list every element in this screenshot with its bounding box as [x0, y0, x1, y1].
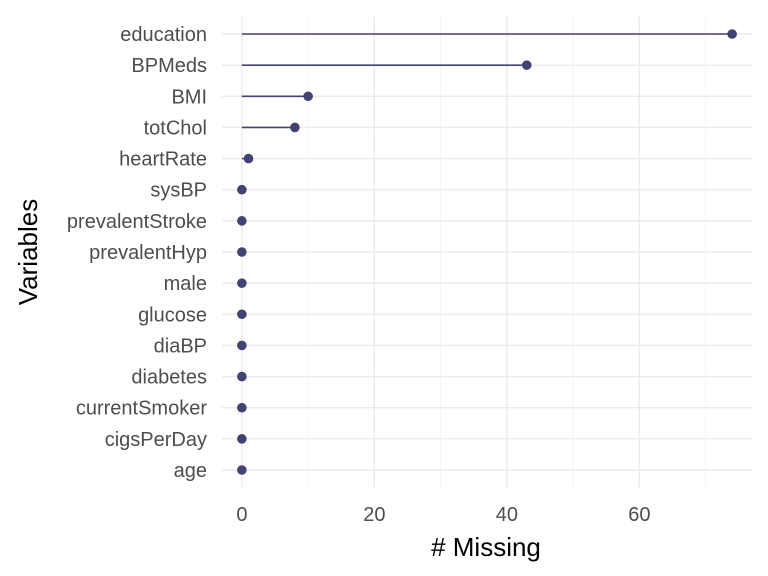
lollipop-point-heartRate [243, 153, 254, 164]
y-tick-label-diabetes: diabetes [131, 367, 207, 389]
lollipop-point-diabetes [237, 371, 247, 382]
x-tick-label-0: 0 [236, 504, 247, 526]
y-tick-label-totChol: totChol [144, 117, 207, 139]
y-tick-label-BMI: BMI [171, 86, 207, 108]
y-tick-label-BPMeds: BPMeds [131, 55, 207, 77]
y-tick-label-age: age [174, 460, 207, 482]
lollipop-point-BMI [303, 91, 313, 102]
lollipop-point-prevalentHyp [237, 247, 247, 257]
grid [222, 17, 752, 487]
y-axis-title: Variables [13, 199, 43, 305]
lollipop-point-male [237, 278, 247, 288]
y-tick-label-diaBP: diaBP [154, 335, 207, 357]
y-tick-label-glucose: glucose [138, 304, 207, 326]
lollipop-point-age [237, 465, 247, 475]
lollipop-point-BPMeds [521, 60, 532, 70]
y-tick-label-prevalentHyp: prevalentHyp [89, 242, 207, 264]
x-tick-label-60: 60 [628, 504, 650, 526]
x-tick-labels: 0 20 40 60 [236, 504, 650, 526]
lollipop-point-currentSmoker [237, 402, 247, 413]
y-tick-label-education: education [120, 24, 207, 46]
lollipop-point-prevalentStroke [237, 216, 247, 226]
y-tick-label-heartRate: heartRate [119, 149, 207, 171]
lollipop-marks [237, 29, 737, 475]
lollipop-point-glucose [237, 309, 247, 320]
y-tick-label-prevalentStroke: prevalentStroke [67, 211, 207, 233]
x-axis-title: # Missing [431, 532, 541, 562]
lollipop-point-sysBP [237, 184, 247, 195]
lollipop-point-education [727, 29, 737, 39]
y-tick-label-male: male [164, 273, 207, 295]
lollipop-point-diaBP [237, 340, 247, 351]
x-tick-label-20: 20 [363, 504, 385, 526]
y-tick-label-sysBP: sysBP [150, 180, 207, 202]
y-tick-labels: education BPMeds BMI totChol heartRate sysBP p… [67, 24, 207, 482]
lollipop-point-totChol [290, 122, 300, 133]
y-tick-label-cigsPerDay: cigsPerDay [105, 429, 207, 451]
y-tick-label-currentSmoker: currentSmoker [76, 398, 207, 420]
lollipop-point-cigsPerDay [237, 434, 247, 444]
x-tick-label-40: 40 [496, 504, 518, 526]
